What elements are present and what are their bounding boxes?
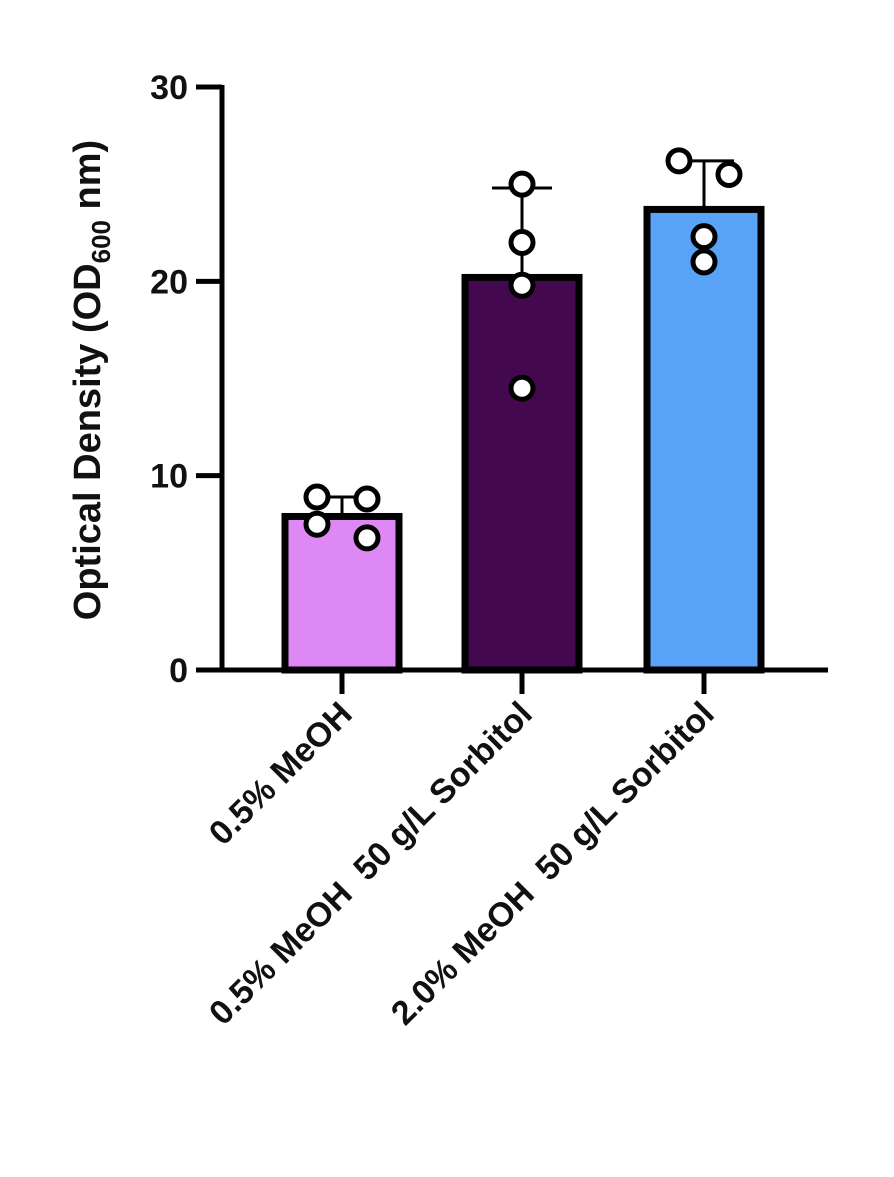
data-point: [353, 485, 381, 513]
x-tick-label: 2.0% MeOH 50 g/L Sorbitol: [384, 695, 722, 1033]
bar: [281, 512, 403, 674]
y-axis-title-subscript: 600: [86, 220, 116, 263]
y-tick-label: 30: [150, 69, 188, 107]
y-tick-label: 20: [150, 263, 188, 301]
data-point: [508, 271, 536, 299]
y-axis-title-prefix: Optical Density (OD: [67, 263, 109, 620]
data-point: [665, 147, 693, 175]
data-point: [508, 170, 536, 198]
bar: [643, 205, 765, 674]
data-point: [690, 223, 718, 251]
data-point: [508, 374, 536, 402]
points-layer: [303, 147, 743, 552]
y-axis-title-suffix: nm): [67, 140, 109, 220]
data-point: [690, 248, 718, 276]
data-point: [353, 524, 381, 552]
data-point: [508, 228, 536, 256]
data-point: [715, 160, 743, 188]
data-point: [303, 483, 331, 511]
axes-layer: [196, 84, 828, 694]
bar: [461, 273, 583, 674]
y-axis-title: Optical Density (OD600 nm): [67, 140, 116, 620]
x-tick-label: 0.5% MeOH 50 g/L Sorbitol: [202, 695, 540, 1033]
x-tick-label: 0.5% MeOH: [202, 695, 360, 853]
y-tick-label: 10: [150, 458, 188, 496]
data-point: [303, 510, 331, 538]
y-tick-label: 0: [169, 652, 188, 690]
